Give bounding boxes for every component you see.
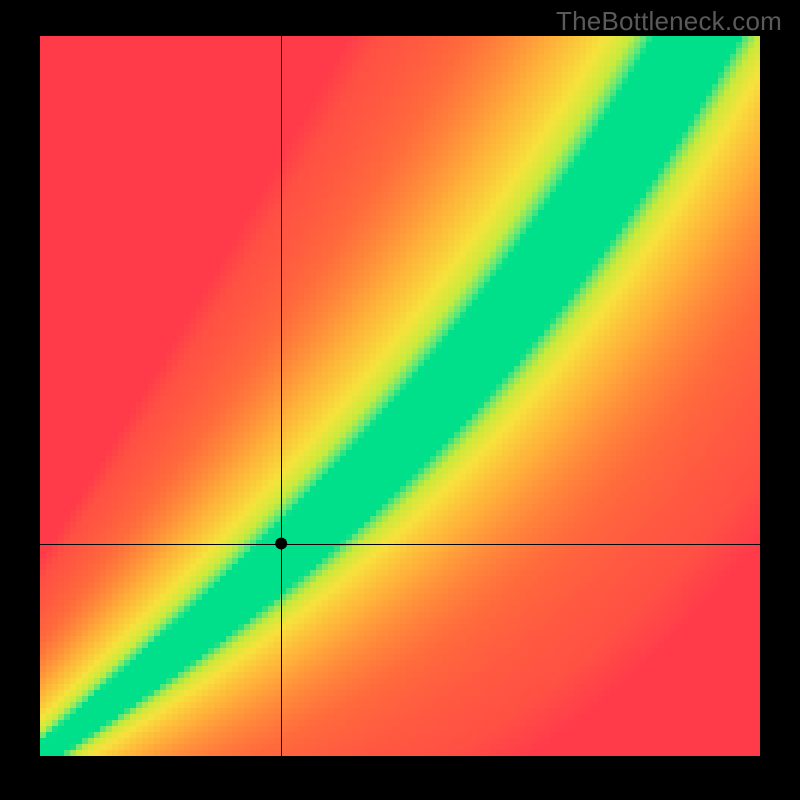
- chart-container: TheBottleneck.com: [0, 0, 800, 800]
- bottleneck-heatmap: [0, 0, 800, 800]
- watermark-text: TheBottleneck.com: [556, 6, 782, 37]
